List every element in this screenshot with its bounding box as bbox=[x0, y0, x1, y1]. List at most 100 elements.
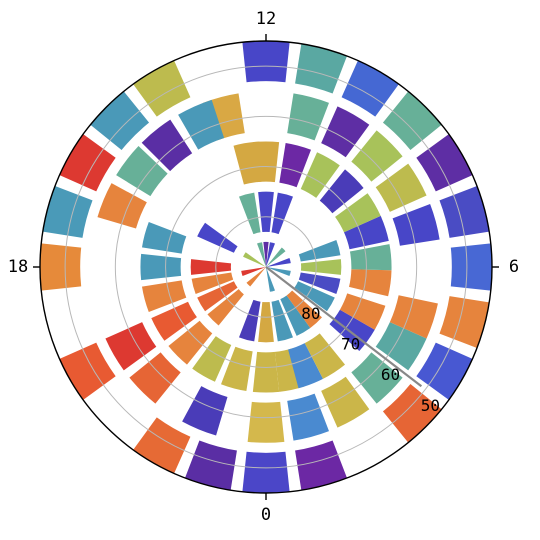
bar-34 bbox=[116, 146, 168, 197]
bar-45 bbox=[349, 269, 392, 297]
pointer-layer bbox=[265, 266, 423, 388]
bar-77 bbox=[239, 299, 261, 342]
bar-62 bbox=[271, 299, 293, 342]
bar-8 bbox=[382, 91, 442, 151]
bar-54 bbox=[141, 222, 187, 254]
bar-57 bbox=[151, 301, 197, 341]
bar-71 bbox=[239, 192, 261, 235]
bar-10 bbox=[295, 43, 347, 94]
bar-67 bbox=[300, 259, 342, 275]
bar-42 bbox=[304, 333, 346, 379]
bar-9 bbox=[341, 60, 399, 117]
bar-15 bbox=[42, 186, 93, 238]
bar-25 bbox=[389, 295, 438, 339]
bar-66 bbox=[298, 272, 341, 294]
bar-46 bbox=[349, 244, 392, 271]
bar-76 bbox=[207, 289, 244, 326]
bar-14 bbox=[59, 134, 116, 192]
r-label-60: 60 bbox=[381, 365, 400, 384]
bar-69 bbox=[271, 192, 293, 235]
bar-19 bbox=[185, 440, 237, 491]
bar-11 bbox=[242, 40, 290, 83]
bars-layer bbox=[40, 40, 493, 494]
bar-38 bbox=[182, 386, 228, 436]
bar-65 bbox=[294, 281, 335, 312]
bar-61 bbox=[258, 301, 274, 343]
r-label-80: 80 bbox=[301, 304, 320, 323]
bar-36 bbox=[105, 322, 157, 371]
theta-label-12: 12 bbox=[256, 9, 276, 29]
bar-85 bbox=[243, 252, 266, 267]
bar-50 bbox=[300, 152, 340, 198]
bar-79 bbox=[266, 267, 291, 276]
bar-81 bbox=[266, 247, 286, 267]
bar-17 bbox=[59, 342, 116, 400]
bar-35 bbox=[97, 183, 147, 229]
theta-label-6: 6 bbox=[509, 257, 519, 277]
bar-12 bbox=[133, 60, 191, 117]
r-label-50: 50 bbox=[421, 396, 440, 415]
bar-13 bbox=[90, 91, 150, 151]
bar-73 bbox=[190, 259, 232, 275]
bar-70 bbox=[258, 191, 274, 233]
bar-53 bbox=[233, 141, 262, 185]
pointer-line bbox=[265, 266, 423, 388]
bar-41 bbox=[288, 343, 324, 389]
grid-ring-70 bbox=[165, 166, 367, 368]
bar-78 bbox=[266, 267, 275, 292]
bar-75 bbox=[197, 281, 238, 312]
bar-56 bbox=[141, 280, 187, 312]
bar-28 bbox=[351, 130, 403, 182]
bar-86 bbox=[241, 267, 266, 276]
bar-80 bbox=[266, 258, 291, 267]
bar-0 bbox=[242, 451, 290, 494]
bar-23 bbox=[351, 352, 403, 404]
grid-ring-60 bbox=[114, 115, 418, 419]
bar-4 bbox=[439, 296, 490, 348]
theta-label-18: 18 bbox=[8, 257, 28, 277]
bar-68 bbox=[298, 240, 341, 262]
bar-58 bbox=[168, 320, 213, 365]
labels-layer: 0 6 12 18 80 70 60 50 bbox=[8, 9, 519, 525]
bar-6 bbox=[439, 186, 490, 238]
bar-24 bbox=[375, 322, 427, 371]
grid-ring-50 bbox=[64, 65, 468, 469]
bar-51 bbox=[279, 142, 311, 188]
bar-21 bbox=[287, 393, 329, 441]
bar-82 bbox=[266, 242, 275, 267]
bar-63 bbox=[280, 295, 311, 336]
bar-2 bbox=[382, 383, 442, 443]
bar-60 bbox=[221, 346, 253, 392]
theta-label-0: 0 bbox=[261, 505, 271, 525]
bar-30 bbox=[287, 93, 329, 141]
bar-64 bbox=[286, 290, 322, 328]
bar-47 bbox=[343, 215, 389, 250]
bar-16 bbox=[40, 243, 82, 291]
bar-29 bbox=[321, 106, 370, 158]
bar-84 bbox=[257, 242, 266, 267]
bar-1 bbox=[295, 440, 347, 491]
bar-83 bbox=[263, 241, 269, 267]
bar-22 bbox=[321, 376, 370, 428]
bar-20 bbox=[247, 401, 285, 443]
bar-72 bbox=[197, 222, 238, 253]
bar-5 bbox=[450, 243, 493, 291]
bar-27 bbox=[375, 163, 427, 212]
bar-59 bbox=[192, 336, 232, 382]
bar-3 bbox=[416, 342, 473, 400]
bar-49 bbox=[319, 169, 364, 214]
grid-layer bbox=[64, 65, 468, 469]
bar-26 bbox=[392, 204, 440, 246]
bar-33 bbox=[141, 119, 193, 172]
bar-18 bbox=[133, 417, 191, 474]
grid-ring-80 bbox=[215, 216, 317, 318]
bar-32 bbox=[178, 99, 225, 150]
bar-87 bbox=[246, 267, 266, 287]
bar-55 bbox=[140, 253, 182, 281]
bar-74 bbox=[191, 272, 234, 294]
r-label-70: 70 bbox=[341, 335, 360, 354]
bar-39 bbox=[252, 351, 280, 393]
bar-48 bbox=[335, 193, 381, 233]
